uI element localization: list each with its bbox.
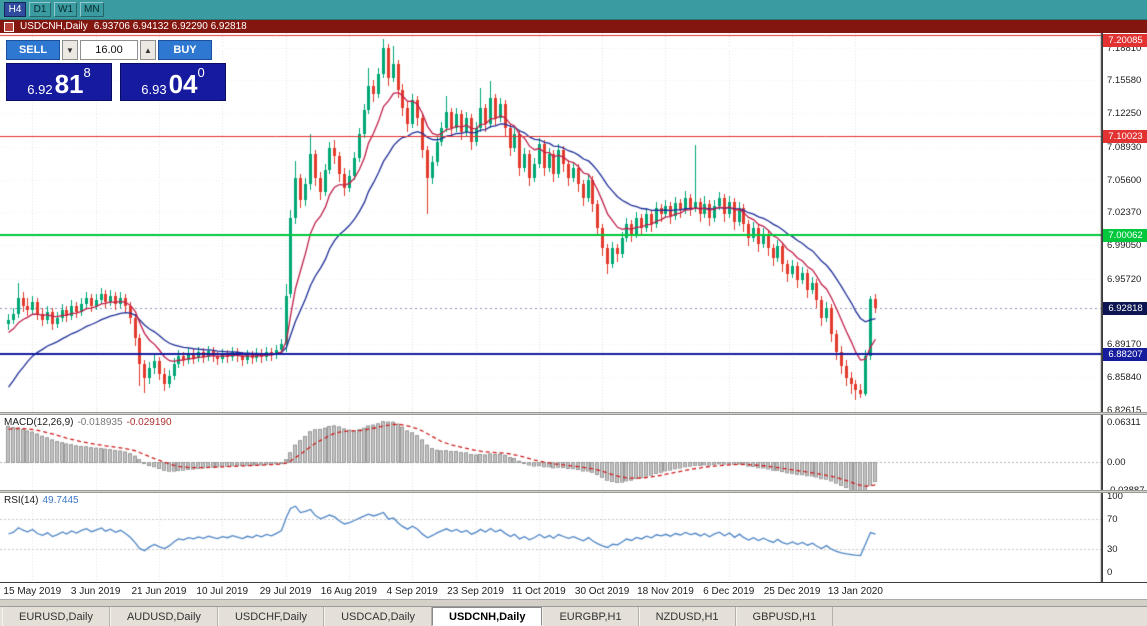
chevron-down-icon: ▼ [66,45,74,55]
rsi-indicator-name: RSI(14) [4,495,39,506]
chart-title-ohlc: 6.93706 6.94132 6.92290 6.92818 [93,21,247,32]
rsi-value: 49.7445 [42,495,79,506]
price-axis[interactable]: 7.18810 7.15580 7.12250 7.08930 7.05600 7.023… [1102,33,1147,582]
chart-tabs-bar: EURUSD,Daily AUDUSD,Daily USDCHF,Daily USDC… [0,606,1147,626]
level-price-badge[interactable]: 7.00062 [1103,229,1147,243]
price-axis-label: 6.95720 [1107,273,1142,285]
buy-price-base: 6.93 [141,82,167,97]
sell-price-point: 8 [83,65,91,80]
price-axis-label: 6.99050 [1107,240,1142,252]
timeframe-mn-button[interactable]: MN [80,2,104,17]
tab-nzdusd-h1[interactable]: NZDUSD,H1 [638,607,736,626]
price-chart-canvas[interactable] [0,33,1102,582]
chart-title-symbol: USDCNH,Daily [20,21,88,32]
price-axis-label: 7.15580 [1107,75,1142,86]
rsi-axis-label: 0 [1107,567,1113,578]
buy-button[interactable]: BUY [158,40,212,60]
price-axis-label: 6.85840 [1107,372,1142,384]
chevron-up-icon: ▲ [144,45,152,55]
date-axis-label: 15 May 2019 [3,586,62,597]
tab-eurusd-daily[interactable]: EURUSD,Daily [2,607,110,626]
volume-decrease-button[interactable]: ▼ [62,40,78,60]
chart-title-bar: USDCNH,Daily 6.93706 6.94132 6.92290 6.9… [0,20,1147,33]
panel-splitter-macd[interactable] [0,412,1147,415]
tab-eurgbp-h1[interactable]: EURGBP,H1 [542,607,639,626]
buy-price-pips: 04 [168,69,198,99]
status-strip [0,599,1147,606]
sell-button[interactable]: SELL [6,40,60,60]
volume-input[interactable] [80,40,138,60]
date-axis-label: 13 Jan 2020 [827,586,883,597]
macd-indicator-name: MACD(12,26,9) [4,417,74,428]
date-axis-label: 16 Aug 2019 [320,586,377,597]
price-axis-label: 6.82615 [1107,404,1142,416]
panel-splitter-rsi[interactable] [0,490,1147,493]
macd-panel-header: MACD(12,26,9) -0.018935 -0.029190 [4,417,172,428]
date-axis-label: 4 Sep 2019 [386,586,438,597]
date-axis-label: 25 Dec 2019 [763,586,821,597]
rsi-axis-label: 30 [1107,544,1118,556]
buy-price-point: 0 [197,65,205,80]
price-axis-label: 7.02370 [1107,207,1142,219]
sell-price-base: 6.92 [27,82,53,97]
buy-quote[interactable]: 6.93 04 0 [120,63,226,101]
date-axis-label: 29 Jul 2019 [259,586,312,597]
price-axis-label: 7.08930 [1107,141,1142,153]
date-axis-label: 21 Jun 2019 [131,586,187,597]
date-axis-label: 6 Dec 2019 [703,586,755,597]
price-axis-label: 7.12250 [1107,108,1142,120]
sell-price-pips: 81 [54,69,84,99]
date-axis-label: 30 Oct 2019 [574,586,630,597]
chart-icon [4,21,14,32]
macd-axis-label: 0.00 [1107,457,1126,468]
price-axis-label: 7.05600 [1107,174,1142,186]
tab-usdcnh-daily[interactable]: USDCNH,Daily [432,607,543,626]
date-axis-label: 11 Oct 2019 [511,586,566,597]
timeframe-h4-button[interactable]: H4 [4,2,26,17]
date-axis-label: 3 Jun 2019 [70,586,121,597]
level-price-badge[interactable]: 7.10023 [1103,129,1147,143]
current-price-badge[interactable]: 6.92818 [1103,301,1147,315]
macd-signal-value: -0.029190 [126,417,172,428]
tab-audusd-daily[interactable]: AUDUSD,Daily [109,607,218,626]
macd-value: -0.018935 [77,417,123,428]
tab-usdcad-daily[interactable]: USDCAD,Daily [324,607,433,626]
date-axis-label: 23 Sep 2019 [447,586,504,597]
macd-axis-label: 0.06311 [1107,417,1141,428]
date-axis-label: 10 Jul 2019 [196,586,249,597]
rsi-panel-header: RSI(14) 49.7445 [4,495,79,506]
timeframe-w1-button[interactable]: W1 [54,2,77,17]
tab-gbpusd-h1[interactable]: GBPUSD,H1 [735,607,834,626]
rsi-axis-label: 70 [1107,513,1118,525]
price-axis-label: 7.18810 [1107,42,1142,54]
level-price-badge[interactable]: 6.88207 [1103,347,1147,361]
date-axis[interactable]: 15 May 2019 3 Jun 2019 21 Jun 2019 10 Jul 2… [0,582,1147,599]
tab-usdchf-daily[interactable]: USDCHF,Daily [217,607,325,626]
sell-quote[interactable]: 6.92 81 8 [6,63,112,101]
level-price-badge[interactable]: 7.20085 [1103,34,1147,47]
timeframe-toolbar: H4 D1 W1 MN [0,0,1147,20]
date-axis-label: 18 Nov 2019 [637,586,694,597]
price-axis-label: 6.89170 [1107,339,1142,351]
timeframe-d1-button[interactable]: D1 [29,2,51,17]
volume-increase-button[interactable]: ▲ [140,40,156,60]
rsi-axis-label: 100 [1107,491,1123,502]
